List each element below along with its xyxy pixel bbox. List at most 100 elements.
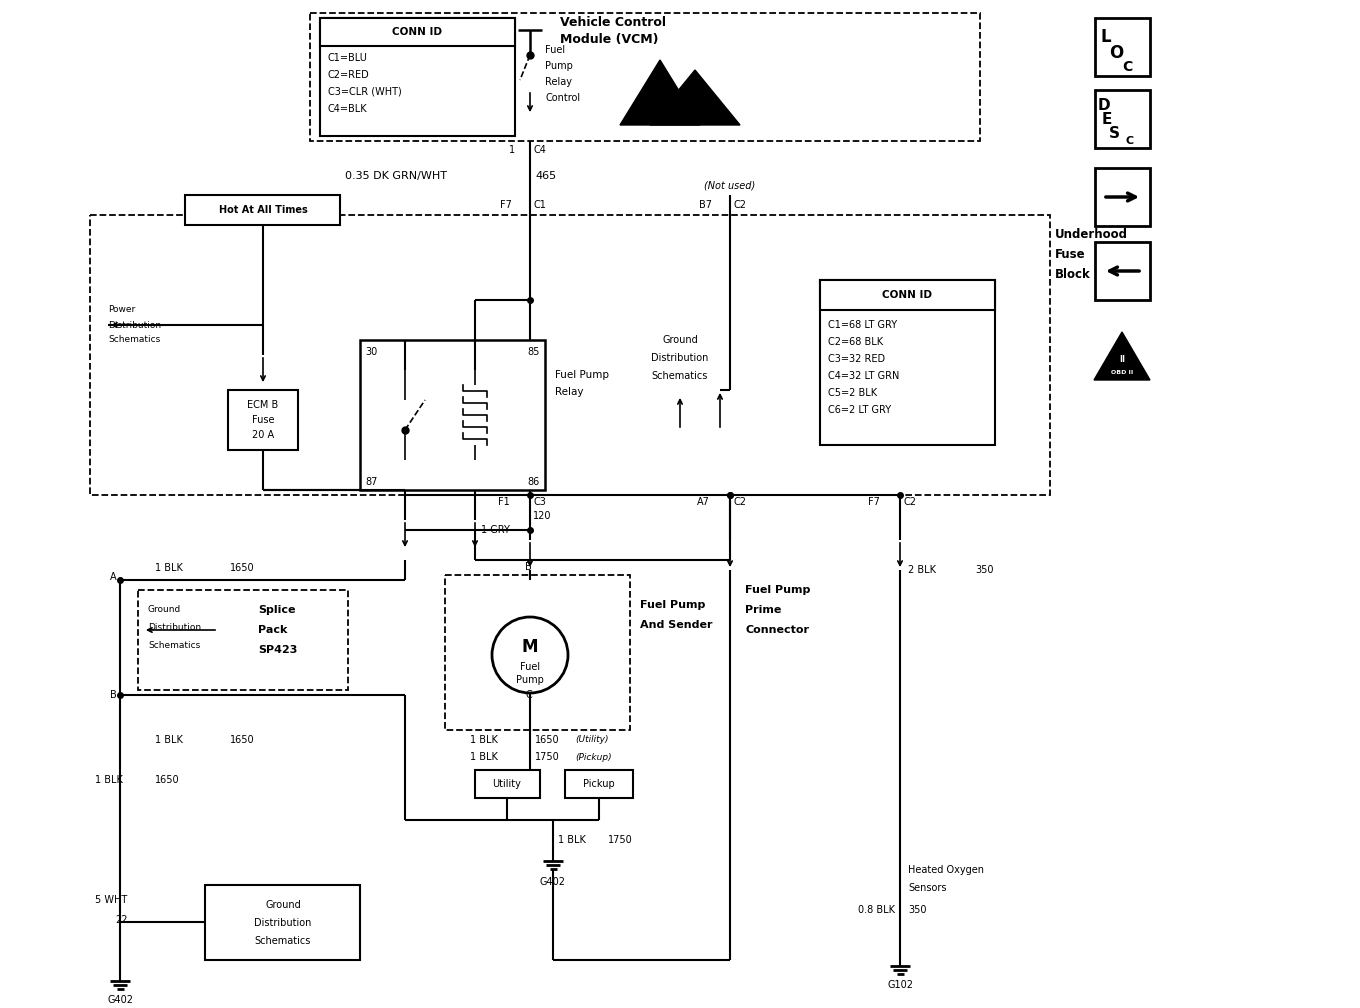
- Text: C1=BLU: C1=BLU: [328, 53, 367, 62]
- Text: C6=2 LT GRY: C6=2 LT GRY: [828, 405, 891, 415]
- Bar: [1095, 90, 1151, 148]
- Text: OBD II: OBD II: [1111, 370, 1133, 375]
- Text: Fuel: Fuel: [545, 45, 566, 55]
- Text: Underhood: Underhood: [1055, 229, 1127, 242]
- Polygon shape: [650, 70, 740, 125]
- Text: Control: Control: [545, 93, 581, 103]
- Polygon shape: [620, 60, 700, 125]
- Bar: [310, 13, 981, 141]
- Text: C2: C2: [903, 497, 917, 507]
- Bar: [360, 340, 545, 490]
- Text: C2: C2: [733, 200, 747, 210]
- Text: Fuse: Fuse: [252, 415, 275, 425]
- Text: Hot At All Times: Hot At All Times: [219, 205, 307, 215]
- Text: Relay: Relay: [555, 387, 583, 397]
- Text: Distribution: Distribution: [651, 353, 709, 363]
- Text: Fuse: Fuse: [1055, 249, 1085, 261]
- Text: 1 BLK: 1 BLK: [155, 563, 182, 573]
- Text: Ground: Ground: [265, 900, 301, 910]
- Text: (Utility): (Utility): [575, 736, 608, 745]
- Text: Splice: Splice: [258, 605, 295, 615]
- Text: And Sender: And Sender: [641, 620, 713, 630]
- Text: Fuel Pump: Fuel Pump: [555, 370, 609, 380]
- Text: 85: 85: [528, 347, 540, 357]
- Text: Distribution: Distribution: [254, 918, 311, 928]
- Text: (Not used): (Not used): [704, 180, 756, 190]
- Text: F1: F1: [498, 497, 510, 507]
- Text: Block: Block: [1055, 268, 1091, 281]
- Text: C2=RED: C2=RED: [328, 70, 370, 80]
- Text: Prime: Prime: [745, 605, 782, 615]
- Text: 0.35 DK GRN/WHT: 0.35 DK GRN/WHT: [345, 171, 447, 181]
- Text: Pump: Pump: [545, 61, 573, 71]
- Text: Connector: Connector: [745, 625, 809, 635]
- Text: B7: B7: [699, 200, 713, 210]
- Text: 2 BLK: 2 BLK: [908, 565, 936, 575]
- Text: C2=68 BLK: C2=68 BLK: [828, 337, 883, 347]
- Text: Fuel: Fuel: [520, 662, 540, 672]
- Text: Pickup: Pickup: [583, 779, 615, 789]
- Bar: [205, 885, 360, 960]
- Text: Sensors: Sensors: [908, 883, 947, 893]
- Text: 1650: 1650: [155, 775, 180, 785]
- Text: 87: 87: [364, 477, 377, 487]
- Bar: [445, 575, 630, 730]
- Text: 120: 120: [533, 511, 552, 521]
- Bar: [1095, 168, 1151, 226]
- Text: G402: G402: [107, 995, 133, 1005]
- Text: 86: 86: [528, 477, 540, 487]
- Text: B: B: [525, 562, 532, 572]
- Text: 1750: 1750: [534, 752, 560, 762]
- Text: 1 BLK: 1 BLK: [558, 835, 586, 845]
- Text: C4=32 LT GRN: C4=32 LT GRN: [828, 371, 899, 381]
- Text: 30: 30: [364, 347, 377, 357]
- Text: Pack: Pack: [258, 625, 287, 635]
- Text: C: C: [525, 690, 532, 700]
- Text: A7: A7: [698, 497, 710, 507]
- Text: 350: 350: [908, 905, 926, 915]
- Text: Schematics: Schematics: [651, 371, 709, 381]
- Bar: [1095, 18, 1151, 76]
- Bar: [1095, 242, 1151, 300]
- Text: A: A: [110, 572, 117, 582]
- Text: Ground: Ground: [662, 335, 698, 345]
- Text: 350: 350: [975, 565, 994, 575]
- Text: 0.8 BLK: 0.8 BLK: [858, 905, 895, 915]
- Text: C5=2 BLK: C5=2 BLK: [828, 388, 877, 398]
- Text: M: M: [522, 638, 539, 656]
- Text: G402: G402: [540, 877, 566, 887]
- Text: Vehicle Control: Vehicle Control: [560, 15, 666, 28]
- Text: II: II: [1119, 356, 1125, 365]
- Text: C1=68 LT GRY: C1=68 LT GRY: [828, 320, 898, 330]
- Text: Fuel Pump: Fuel Pump: [641, 600, 706, 610]
- Bar: [320, 18, 515, 46]
- Bar: [564, 770, 632, 798]
- Text: C: C: [1122, 60, 1133, 74]
- Text: Distribution: Distribution: [148, 624, 201, 632]
- Text: Heated Oxygen: Heated Oxygen: [908, 865, 985, 875]
- Bar: [90, 215, 1050, 495]
- Text: Schematics: Schematics: [254, 936, 311, 946]
- Text: C4=BLK: C4=BLK: [328, 104, 367, 114]
- Text: Relay: Relay: [545, 77, 573, 87]
- Text: S: S: [1108, 126, 1121, 141]
- Text: D: D: [1098, 98, 1111, 113]
- Text: F7: F7: [500, 200, 511, 210]
- Text: 22: 22: [116, 915, 128, 925]
- Text: F7: F7: [868, 497, 880, 507]
- Text: CONN ID: CONN ID: [392, 27, 442, 37]
- Text: 20 A: 20 A: [252, 430, 275, 440]
- Text: 1750: 1750: [608, 835, 632, 845]
- Text: 465: 465: [534, 171, 556, 181]
- Text: 5 WHT: 5 WHT: [95, 895, 128, 905]
- Text: 1650: 1650: [230, 563, 254, 573]
- Text: Fuel Pump: Fuel Pump: [745, 585, 811, 595]
- Bar: [185, 195, 340, 225]
- Text: Power: Power: [107, 305, 135, 314]
- Polygon shape: [1093, 332, 1151, 380]
- Text: Pump: Pump: [515, 675, 544, 685]
- Bar: [475, 770, 540, 798]
- Text: C4: C4: [533, 145, 545, 155]
- Bar: [820, 280, 996, 445]
- Text: Ground: Ground: [148, 606, 181, 615]
